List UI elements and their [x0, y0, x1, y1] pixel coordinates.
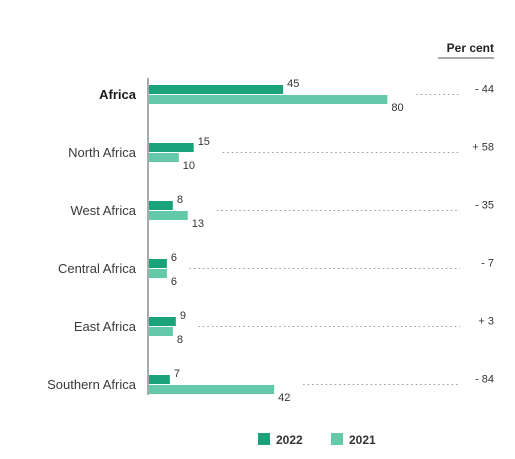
legend-swatch-2021 — [331, 433, 343, 445]
legend-swatch-2022 — [258, 433, 270, 445]
bar-2021 — [149, 327, 173, 336]
category-label: West Africa — [70, 203, 136, 218]
bar-2021 — [149, 269, 167, 278]
data-label-2022: 8 — [177, 194, 183, 206]
data-label-2022: 7 — [174, 368, 180, 380]
bar-2022 — [149, 143, 194, 152]
bar-2021 — [149, 211, 188, 220]
bar-2022 — [149, 201, 173, 210]
bar-2021 — [149, 385, 275, 394]
row-central-africa: Central Africa 6 6 - 7 — [58, 252, 494, 288]
data-label-2021: 13 — [192, 218, 204, 230]
bar-2022 — [149, 85, 284, 94]
legend: 2022 2021 — [258, 433, 376, 447]
percent-change-value: - 84 — [475, 374, 494, 386]
percent-change-value: - 35 — [475, 200, 494, 212]
data-label-2022: 6 — [171, 252, 177, 264]
row-africa: Africa 45 80 - 44 — [99, 78, 494, 114]
row-southern-africa: Southern Africa 7 42 - 84 — [47, 368, 494, 404]
bar-2022 — [149, 375, 170, 384]
data-label-2021: 6 — [171, 276, 177, 288]
category-label: East Africa — [74, 319, 137, 334]
bar-2021 — [149, 153, 179, 162]
percent-change-value: + 3 — [478, 316, 494, 328]
category-label: Southern Africa — [47, 377, 137, 392]
percent-change-value: - 44 — [475, 84, 494, 96]
category-label: North Africa — [68, 145, 137, 160]
data-label-2022: 45 — [287, 78, 299, 90]
percent-change-header: Per cent — [447, 41, 494, 55]
bar-2021 — [149, 95, 388, 104]
data-label-2022: 9 — [180, 310, 186, 322]
percent-change-value: - 7 — [481, 258, 494, 270]
data-label-2021: 10 — [183, 160, 195, 172]
data-label-2022: 15 — [198, 136, 210, 148]
data-label-2021: 8 — [177, 334, 183, 346]
data-label-2021: 42 — [278, 392, 290, 404]
percent-change-value: + 58 — [472, 142, 494, 154]
bar-2022 — [149, 259, 167, 268]
data-label-2021: 80 — [391, 102, 403, 114]
category-label: Africa — [99, 87, 137, 102]
row-east-africa: East Africa 9 8 + 3 — [74, 310, 494, 346]
legend-label-2022: 2022 — [276, 433, 303, 447]
row-west-africa: West Africa 8 13 - 35 — [70, 194, 494, 230]
legend-label-2021: 2021 — [349, 433, 376, 447]
category-label: Central Africa — [58, 261, 137, 276]
bar-2022 — [149, 317, 176, 326]
